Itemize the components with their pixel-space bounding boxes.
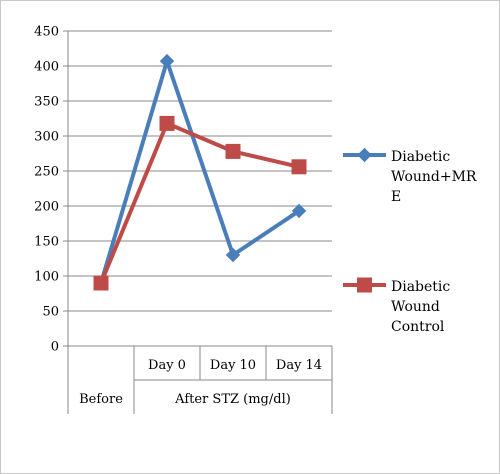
series	[93, 53, 307, 291]
legend-label: Wound	[391, 299, 440, 315]
axes	[67, 31, 333, 414]
legend-item-2: Diabetic Wound Control	[343, 277, 450, 335]
y-axis-ticks: 0 50 100 150 200 250 300 350 400 450	[34, 25, 68, 355]
data-point-square	[159, 115, 175, 131]
data-point-diamond	[291, 203, 307, 219]
x-category-label: Before	[79, 392, 123, 407]
legend-label: Wound+MR	[391, 169, 477, 185]
x-axis-group-label: After STZ (mg/dl)	[174, 392, 291, 407]
y-tick-label: 450	[34, 25, 59, 40]
legend-label: Diabetic	[391, 149, 450, 165]
legend-label: Diabetic	[391, 279, 450, 295]
y-tick-label: 250	[34, 165, 59, 180]
y-tick-label: 0	[51, 340, 59, 355]
y-tick-label: 100	[34, 270, 59, 285]
x-category-label: Day 14	[276, 358, 322, 373]
legend-marker-diamond	[357, 147, 372, 163]
x-axis-categories: After STZ (mg/dl) Before Day 0 Day 10 Day 1…	[79, 358, 322, 407]
y-tick-label: 300	[34, 130, 59, 145]
legend-marker-square	[357, 277, 372, 293]
legend: Diabetic Wound+MR E Diabetic Wound Control	[343, 147, 477, 335]
x-category-label: Day 0	[148, 358, 186, 373]
data-point-diamond	[225, 247, 241, 263]
y-tick-label: 350	[34, 95, 59, 110]
x-category-label: Day 10	[210, 358, 256, 373]
series-2	[93, 115, 307, 291]
y-tick-label: 50	[42, 305, 59, 320]
legend-label: E	[391, 189, 401, 205]
data-point-diamond	[159, 53, 175, 69]
y-tick-label: 400	[34, 60, 59, 75]
series-line	[99, 59, 301, 284]
data-point-square	[225, 143, 241, 159]
legend-label: Control	[391, 319, 445, 335]
data-point-square	[93, 275, 109, 291]
data-point-square	[291, 159, 307, 175]
legend-item-1: Diabetic Wound+MR E	[343, 147, 477, 205]
series-line	[99, 121, 300, 284]
y-tick-label: 200	[34, 200, 59, 215]
y-tick-label: 150	[34, 235, 59, 250]
